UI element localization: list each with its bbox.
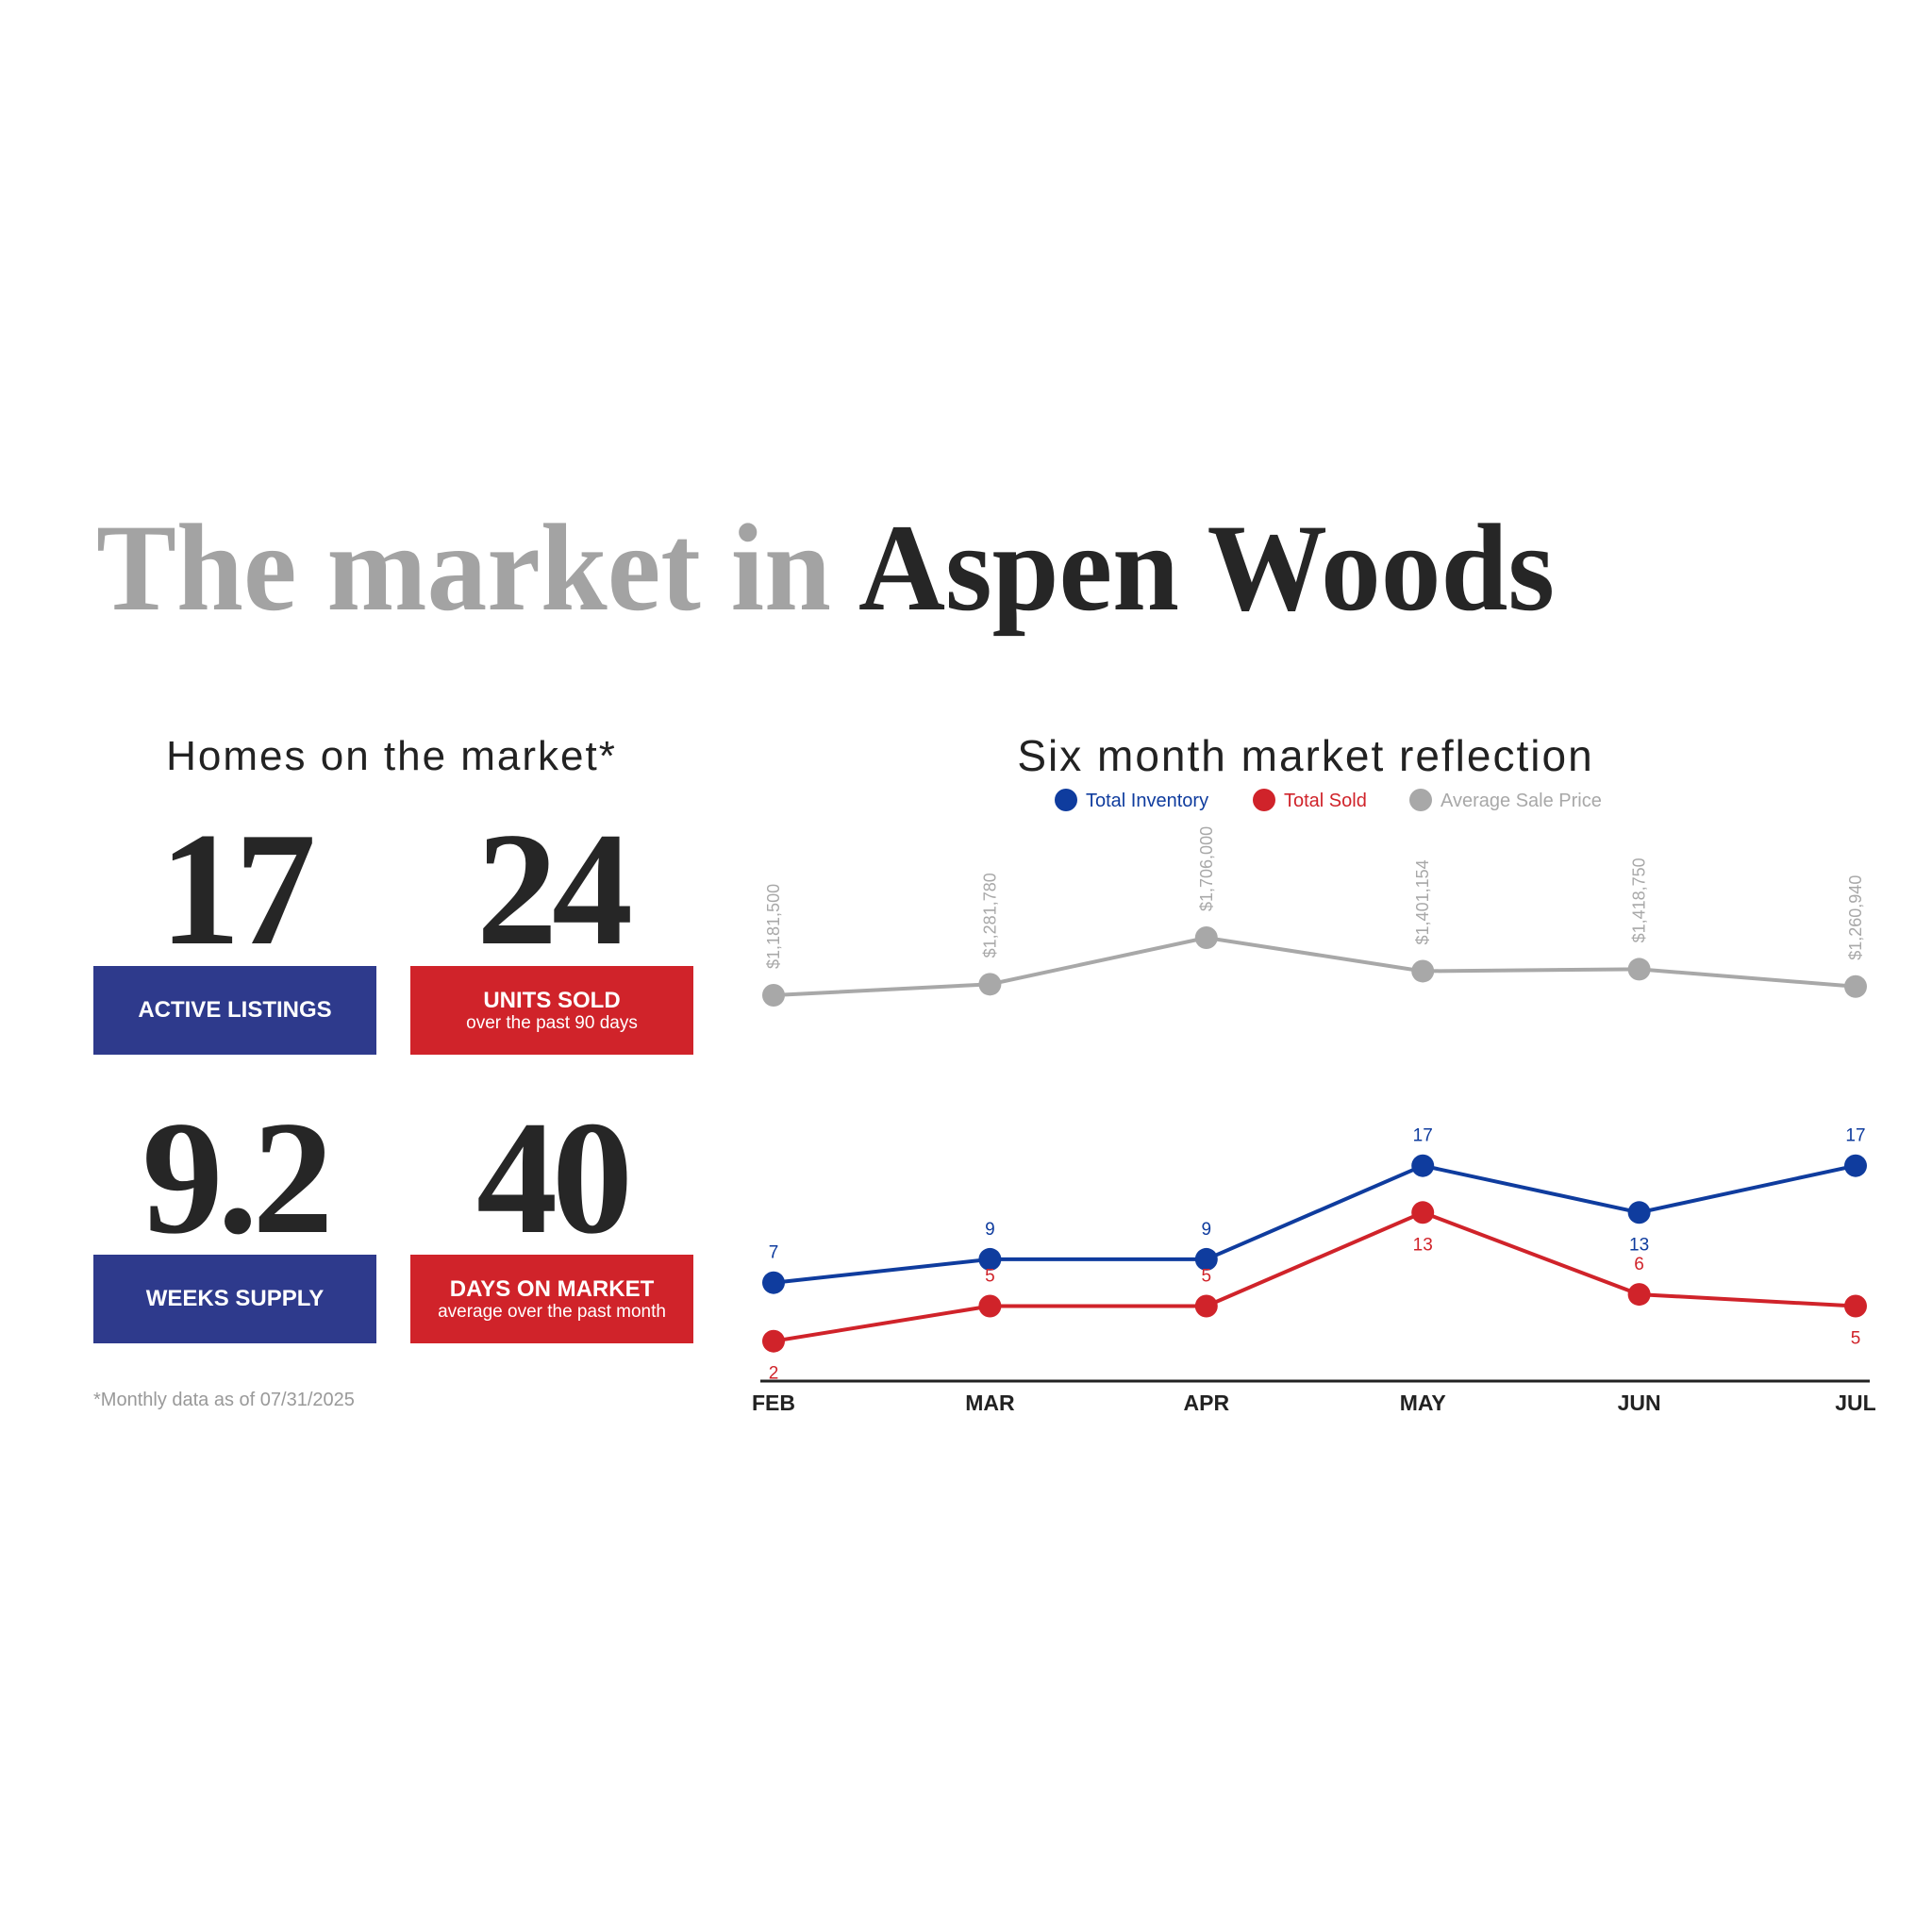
legend-swatch: [1055, 789, 1077, 811]
data-point: [1627, 958, 1651, 981]
stat-label: ACTIVE LISTINGS: [138, 997, 331, 1023]
x-tick-label: MAR: [965, 1391, 1015, 1415]
legend-label: Total Sold: [1284, 791, 1367, 811]
stat-box: [410, 966, 693, 1055]
legend-swatch: [1409, 789, 1432, 811]
page-title: The market inAspen Woods: [96, 498, 1555, 637]
x-tick-label: APR: [1184, 1391, 1230, 1415]
data-point: [1844, 974, 1867, 998]
value-label: 7: [769, 1243, 779, 1263]
data-point: [1411, 1201, 1435, 1224]
x-tick-label: JUN: [1618, 1391, 1661, 1415]
value-label: 17: [1845, 1126, 1865, 1146]
series-line: [773, 1163, 1857, 1285]
value-label: $1,418,750: [1630, 858, 1649, 942]
x-tick-label: FEB: [752, 1391, 795, 1415]
stat-sublabel: over the past 90 days: [466, 1013, 638, 1033]
data-point: [1194, 1247, 1218, 1271]
data-point: [1844, 1294, 1867, 1318]
stat-value: 24: [476, 800, 630, 979]
stat-label: WEEKS SUPPLY: [146, 1286, 325, 1311]
value-label: $1,706,000: [1197, 826, 1216, 911]
data-point: [1411, 1154, 1435, 1177]
data-point: [762, 1271, 785, 1294]
value-label: 5: [1851, 1329, 1861, 1349]
data-point: [762, 984, 785, 1007]
data-point: [978, 1247, 1002, 1271]
x-tick-label: JUL: [1835, 1391, 1875, 1415]
value-label: 13: [1629, 1235, 1649, 1255]
data-point: [1194, 1294, 1218, 1318]
legend-label: Total Inventory: [1086, 791, 1208, 811]
data-point: [1194, 926, 1218, 949]
data-point: [1627, 1201, 1651, 1224]
stat-box: [93, 966, 376, 1055]
data-point: [1844, 1154, 1867, 1177]
data-point: [762, 1329, 785, 1353]
stat-label: UNITS SOLD: [483, 988, 620, 1013]
value-label: 6: [1634, 1255, 1644, 1274]
value-label: 9: [1202, 1220, 1212, 1240]
series-line: [773, 1210, 1857, 1343]
series-line: [773, 935, 1857, 997]
title-dark: Aspen Woods: [858, 498, 1555, 637]
title-light: The market in: [96, 498, 831, 637]
x-tick-label: MAY: [1400, 1391, 1446, 1415]
value-label: $1,260,940: [1846, 875, 1865, 960]
stat-value: 17: [159, 800, 312, 979]
legend-label: Average Sale Price: [1441, 791, 1602, 811]
value-label: 5: [985, 1267, 995, 1287]
stats-title: Homes on the market*: [166, 733, 617, 779]
stat-sublabel: average over the past month: [438, 1302, 666, 1322]
value-label: 2: [769, 1364, 779, 1384]
value-label: 5: [1202, 1267, 1212, 1287]
chart-title: Six month market reflection: [1017, 731, 1593, 780]
stat-value: 9.2: [142, 1089, 328, 1268]
stat-value: 40: [476, 1089, 627, 1268]
stat-box: [93, 1255, 376, 1343]
stat-label: DAYS ON MARKET: [450, 1276, 655, 1302]
stat-box: [410, 1255, 693, 1343]
data-point: [1411, 959, 1435, 983]
value-label: 13: [1413, 1235, 1433, 1255]
data-point: [978, 973, 1002, 996]
legend-swatch: [1253, 789, 1275, 811]
data-point: [1627, 1283, 1651, 1307]
value-label: 17: [1413, 1126, 1433, 1146]
value-label: $1,281,780: [980, 873, 999, 958]
value-label: $1,181,500: [764, 884, 783, 969]
value-label: $1,401,154: [1413, 859, 1432, 944]
footnote: *Monthly data as of 07/31/2025: [93, 1390, 355, 1410]
data-point: [978, 1294, 1002, 1318]
value-label: 9: [985, 1220, 995, 1240]
